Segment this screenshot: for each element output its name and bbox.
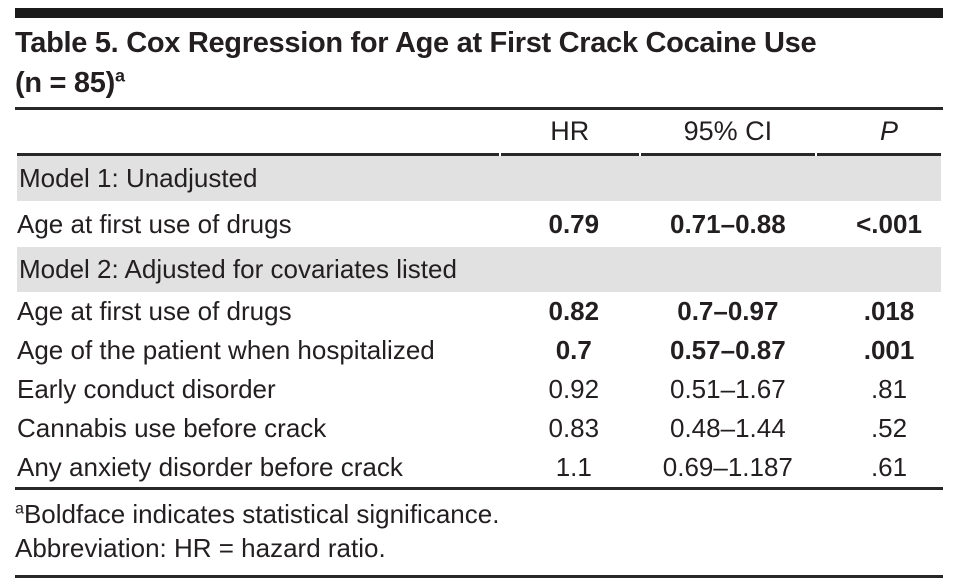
column-header-row: HR 95% CI P xyxy=(17,110,941,156)
footnote-text: Abbreviation: HR = hazard ratio. xyxy=(15,533,386,563)
table-title-line1: Table 5. Cox Regression for Age at First… xyxy=(15,27,817,59)
footnote-text: Boldface indicates statistical significa… xyxy=(23,499,500,529)
p-value: .61 xyxy=(870,452,908,482)
row-label: Age at first use of drugs xyxy=(17,296,292,326)
section-header-model2: Model 2: Adjusted for covariates listed xyxy=(17,247,941,292)
table-title-line2: (n = 85) xyxy=(15,67,115,99)
column-header-hr: HR xyxy=(500,110,639,156)
table-row: Early conduct disorder 0.92 0.51–1.67 .8… xyxy=(17,370,941,409)
hr-value: 0.7 xyxy=(555,335,592,365)
hr-value: 1.1 xyxy=(555,452,592,482)
p-value: .52 xyxy=(870,413,908,443)
ci-value: 0.71–0.88 xyxy=(670,208,786,239)
section-header-model1: Model 1: Unadjusted xyxy=(17,156,941,201)
footnote-significance: aBoldface indicates statistical signific… xyxy=(15,497,943,531)
row-label: Cannabis use before crack xyxy=(17,413,327,443)
p-value: .018 xyxy=(863,296,915,326)
table-row: Age of the patient when hospitalized 0.7… xyxy=(17,331,941,370)
column-header-empty xyxy=(17,110,499,156)
column-header-ci: 95% CI xyxy=(640,110,816,156)
title-footnote-marker: a xyxy=(114,65,125,86)
row-label: Age of the patient when hospitalized xyxy=(17,335,435,365)
rule-above-footnotes xyxy=(15,487,943,490)
footnote-abbreviation: Abbreviation: HR = hazard ratio. xyxy=(15,531,943,565)
hr-value: 0.83 xyxy=(548,413,600,443)
table-row: Any anxiety disorder before crack 1.1 0.… xyxy=(17,448,941,487)
row-label: Any anxiety disorder before crack xyxy=(17,452,403,482)
table-row: Age at first use of drugs 0.79 0.71–0.88… xyxy=(17,201,941,247)
p-value: <.001 xyxy=(856,208,922,239)
ci-value: 0.48–1.44 xyxy=(670,413,786,443)
section-header-label: Model 1: Unadjusted xyxy=(17,156,941,201)
column-header-p: P xyxy=(817,110,941,156)
ci-value: 0.7–0.97 xyxy=(677,296,779,326)
hr-value: 0.92 xyxy=(548,374,600,404)
ci-value: 0.57–0.87 xyxy=(670,335,786,365)
hr-value: 0.82 xyxy=(548,296,600,326)
table-row: Cannabis use before crack 0.83 0.48–1.44… xyxy=(17,409,941,448)
row-label: Age at first use of drugs xyxy=(17,208,292,239)
p-value: .001 xyxy=(863,335,915,365)
p-value: .81 xyxy=(870,374,908,404)
table-footnotes: aBoldface indicates statistical signific… xyxy=(15,497,943,565)
rule-under-title xyxy=(15,107,943,110)
bottom-rule xyxy=(15,575,943,578)
ci-value: 0.69–1.187 xyxy=(662,452,793,482)
hr-value: 0.79 xyxy=(548,208,600,239)
footnote-marker: a xyxy=(15,499,24,518)
table-row: Age at first use of drugs 0.82 0.7–0.97 … xyxy=(17,292,941,331)
ci-value: 0.51–1.67 xyxy=(670,374,786,404)
row-label: Early conduct disorder xyxy=(17,374,276,404)
cox-regression-table: HR 95% CI P Model 1: Unadjusted Age at f… xyxy=(15,110,943,487)
section-header-label: Model 2: Adjusted for covariates listed xyxy=(17,247,941,292)
table-title: Table 5. Cox Regression for Age at First… xyxy=(15,23,943,103)
top-rule-bar xyxy=(15,8,943,18)
